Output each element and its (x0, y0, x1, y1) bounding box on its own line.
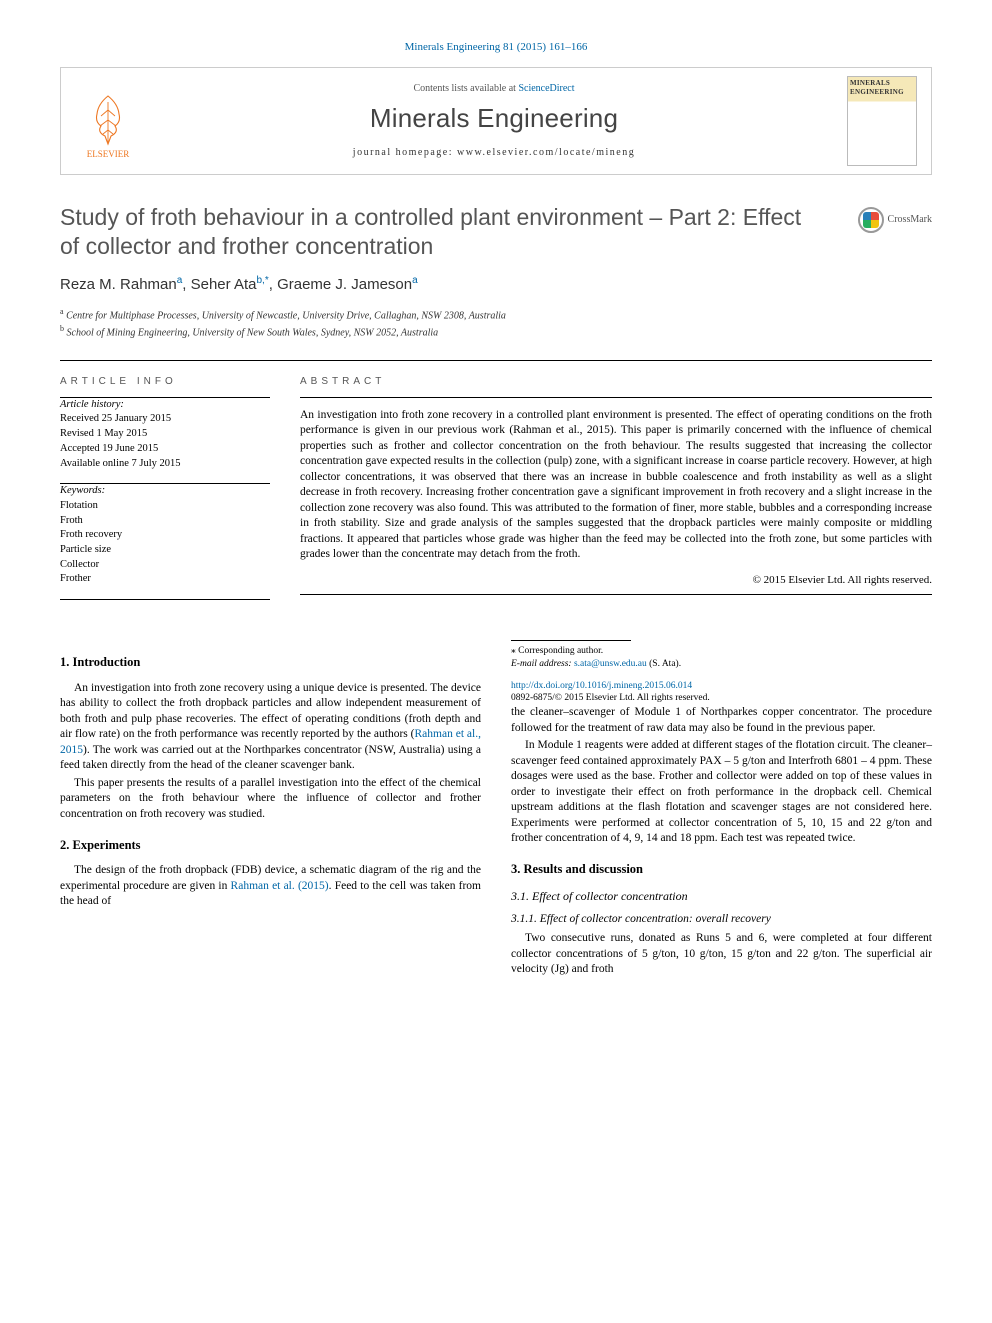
section-heading: 2. Experiments (60, 837, 481, 854)
journal-homepage: journal homepage: www.elsevier.com/locat… (141, 146, 847, 160)
info-abstract-row: ARTICLE INFO Article history: Received 2… (60, 365, 932, 600)
corresponding-author: ⁎ Corresponding author. E-mail address: … (511, 645, 932, 672)
article-title: Study of froth behaviour in a controlled… (60, 203, 932, 261)
article-info-column: ARTICLE INFO Article history: Received 2… (60, 365, 270, 600)
article-body: 1. Introduction An investigation into fr… (60, 640, 932, 978)
email-attribution: (S. Ata). (649, 659, 681, 669)
abstract-label: ABSTRACT (300, 365, 932, 397)
journal-reference: Minerals Engineering 81 (2015) 161–166 (60, 40, 932, 55)
paragraph: An investigation into froth zone recover… (60, 681, 481, 774)
crossmark-label: CrossMark (888, 213, 932, 227)
paragraph: This paper presents the results of a par… (60, 776, 481, 823)
article-info-label: ARTICLE INFO (60, 365, 270, 397)
sciencedirect-link[interactable]: ScienceDirect (518, 83, 574, 94)
crossmark-badge[interactable]: CrossMark (858, 207, 932, 233)
email-link[interactable]: s.ata@unsw.edu.au (574, 659, 647, 669)
cover-title: MINERALS ENGINEERING (850, 79, 914, 98)
contents-prefix: Contents lists available at (413, 83, 518, 94)
issn-copyright: 0892-6875/© 2015 Elsevier Ltd. All right… (511, 692, 932, 705)
doi-block: http://dx.doi.org/10.1016/j.mineng.2015.… (511, 680, 932, 706)
email-label: E-mail address: (511, 659, 572, 669)
publisher-logo: ELSEVIER (75, 82, 141, 160)
header-center: Contents lists available at ScienceDirec… (141, 82, 847, 160)
article-history: Article history: Received 25 January 201… (60, 398, 270, 483)
journal-name: Minerals Engineering (141, 101, 847, 136)
author-list: Reza M. Rahmana, Seher Atab,*, Graeme J.… (60, 274, 932, 295)
doi-link[interactable]: http://dx.doi.org/10.1016/j.mineng.2015.… (511, 681, 692, 691)
subsection-heading: 3.1. Effect of collector concentration (511, 888, 932, 904)
paragraph: The design of the froth dropback (FDB) d… (60, 863, 481, 910)
divider (60, 360, 932, 361)
keywords-block: Keywords: FlotationFrothFroth recoveryPa… (60, 484, 270, 599)
keywords-heading: Keywords: (60, 484, 270, 499)
subsubsection-heading: 3.1.1. Effect of collector concentration… (511, 912, 932, 928)
publisher-name: ELSEVIER (87, 148, 130, 160)
journal-cover-thumbnail: MINERALS ENGINEERING (847, 76, 917, 166)
copyright-line: © 2015 Elsevier Ltd. All rights reserved… (300, 573, 932, 588)
paragraph: the cleaner–scavenger of Module 1 of Nor… (511, 705, 932, 736)
section-heading: 3. Results and discussion (511, 861, 932, 878)
contents-line: Contents lists available at ScienceDirec… (141, 82, 847, 96)
divider (300, 594, 932, 595)
divider (60, 599, 270, 600)
paragraph: Two consecutive runs, donated as Runs 5 … (511, 931, 932, 978)
abstract-column: ABSTRACT An investigation into froth zon… (300, 365, 932, 600)
elsevier-tree-icon (83, 92, 133, 148)
corr-label: ⁎ Corresponding author. (511, 645, 932, 658)
journal-header: ELSEVIER Contents lists available at Sci… (60, 67, 932, 175)
history-heading: Article history: (60, 398, 270, 413)
abstract-text: An investigation into froth zone recover… (300, 398, 932, 563)
article-head: CrossMark Study of froth behaviour in a … (60, 203, 932, 340)
affiliations: a Centre for Multiphase Processes, Unive… (60, 306, 932, 341)
paragraph: In Module 1 reagents were added at diffe… (511, 738, 932, 847)
footer-block: ⁎ Corresponding author. E-mail address: … (511, 640, 932, 705)
section-heading: 1. Introduction (60, 654, 481, 671)
citation-link[interactable]: Rahman et al. (2015) (231, 880, 329, 892)
footnote-rule (511, 640, 631, 641)
crossmark-icon (858, 207, 884, 233)
